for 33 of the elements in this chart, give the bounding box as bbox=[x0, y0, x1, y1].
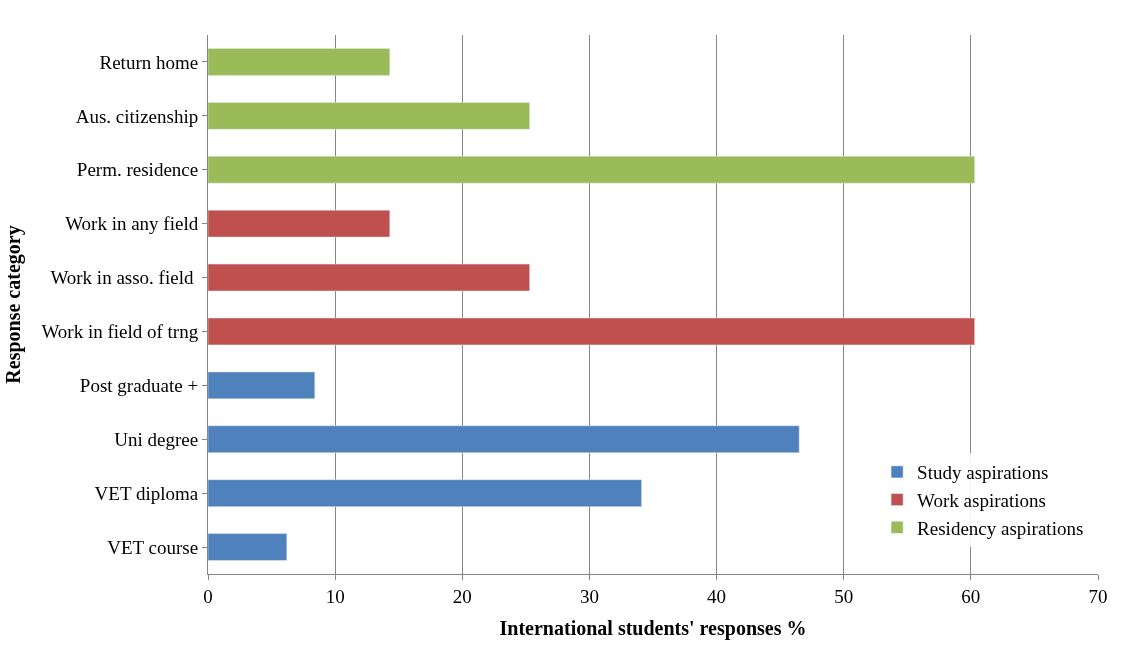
legend-label: Study aspirations bbox=[917, 462, 1049, 484]
legend-label: Work aspirations bbox=[917, 490, 1046, 512]
y-tick-label: Work in any field bbox=[65, 213, 199, 235]
bar bbox=[208, 371, 316, 400]
bar bbox=[208, 102, 530, 130]
bar bbox=[208, 209, 391, 238]
x-tick-label: 40 bbox=[707, 585, 727, 607]
x-tick-label: 20 bbox=[452, 585, 472, 607]
x-axis-title: International students' responses % bbox=[499, 617, 807, 641]
bar bbox=[208, 533, 288, 561]
x-tick-label: 60 bbox=[961, 585, 981, 607]
y-tick-label: Uni degree bbox=[114, 428, 199, 450]
bar bbox=[208, 156, 975, 184]
y-tick-label: VET diploma bbox=[94, 482, 199, 504]
bar bbox=[208, 425, 800, 453]
bar bbox=[208, 48, 391, 76]
y-tick-label: Return home bbox=[99, 51, 199, 73]
y-tick-label: Work in field of trng bbox=[41, 321, 199, 343]
bar bbox=[208, 263, 530, 292]
bar bbox=[208, 479, 642, 507]
legend-label: Residency aspirations bbox=[917, 517, 1084, 539]
y-tick-label: Perm. residence bbox=[76, 159, 199, 181]
y-tick-label: Work in asso. field bbox=[50, 267, 199, 289]
x-tick-label: 50 bbox=[834, 585, 854, 607]
y-tick-label: Post graduate + bbox=[79, 375, 199, 396]
x-tick-label: 0 bbox=[203, 585, 213, 607]
y-tick-label: Aus. citizenship bbox=[75, 105, 199, 127]
x-tick-label: 70 bbox=[1088, 585, 1108, 607]
x-tick-label: 10 bbox=[325, 585, 345, 607]
bar bbox=[208, 317, 975, 346]
y-axis-title: Response category bbox=[1, 225, 25, 384]
x-tick-label: 30 bbox=[579, 585, 599, 607]
y-tick-label: VET course bbox=[107, 536, 199, 558]
